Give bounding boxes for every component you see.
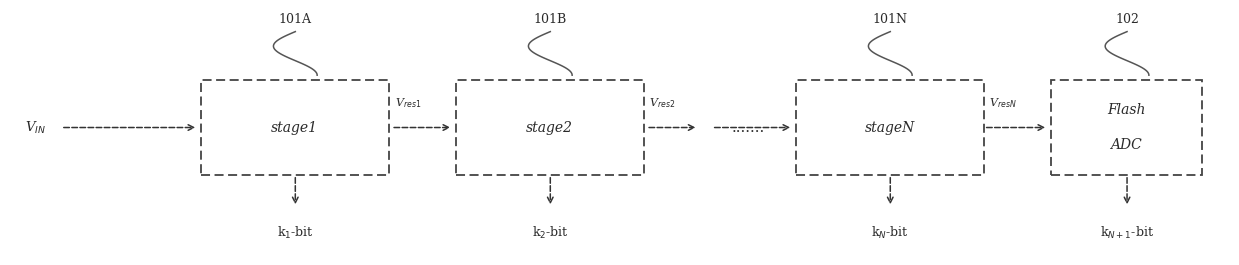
Text: Flash: Flash — [1108, 103, 1146, 117]
Text: 102: 102 — [1115, 13, 1139, 26]
Bar — [456, 80, 644, 175]
Text: stage2: stage2 — [527, 121, 574, 135]
Text: V$_{res2}$: V$_{res2}$ — [649, 96, 675, 109]
Text: k$_1$-bit: k$_1$-bit — [276, 225, 313, 241]
Bar — [1051, 80, 1202, 175]
Bar — [201, 80, 389, 175]
Text: k$_N$-bit: k$_N$-bit — [871, 225, 909, 241]
Text: V$_{resN}$: V$_{resN}$ — [989, 96, 1016, 109]
Text: stageN: stageN — [865, 121, 914, 135]
Text: V$_{IN}$: V$_{IN}$ — [25, 120, 46, 136]
Text: ADC: ADC — [1110, 138, 1142, 152]
Text: k$_{N+1}$-bit: k$_{N+1}$-bit — [1100, 225, 1154, 241]
Text: 101B: 101B — [534, 13, 567, 26]
Text: 101N: 101N — [872, 13, 908, 26]
Bar — [795, 80, 984, 175]
Text: 101A: 101A — [279, 13, 312, 26]
Text: k$_2$-bit: k$_2$-bit — [532, 225, 569, 241]
Text: .......: ....... — [731, 121, 764, 135]
Text: V$_{res1}$: V$_{res1}$ — [395, 96, 421, 109]
Text: stage1: stage1 — [271, 121, 318, 135]
